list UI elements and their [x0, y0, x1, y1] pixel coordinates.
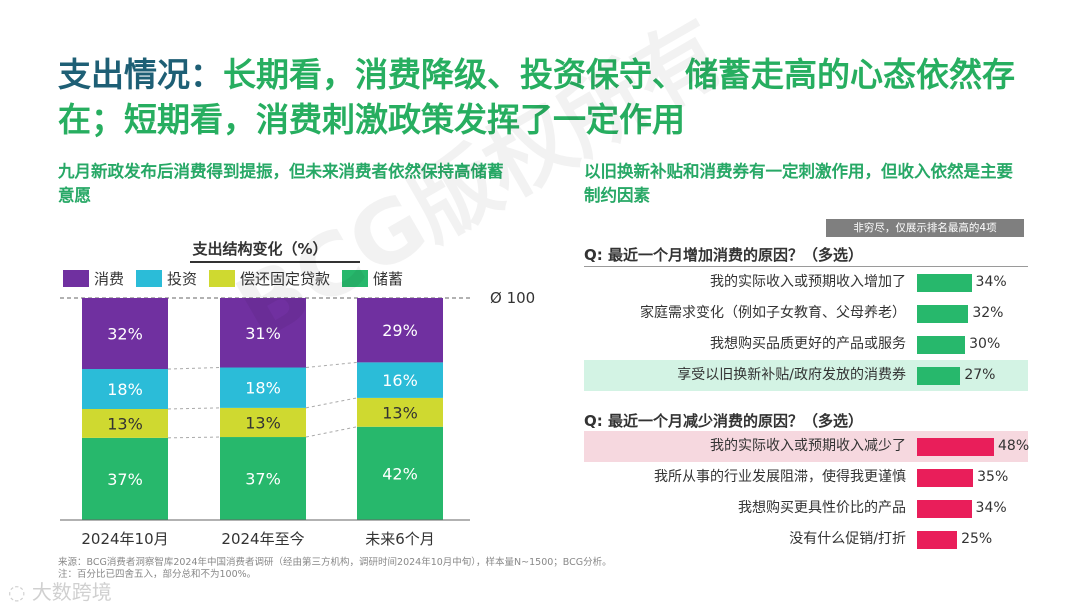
decrease-bar-3: [917, 500, 972, 518]
increase-value-2: 32%: [972, 305, 1004, 321]
decrease-value-1: 48%: [998, 438, 1030, 454]
increase-bar-2: [917, 305, 969, 323]
title-main: 长期看，消费降级、投资保守、储蓄走高的心态依然存在；短期看，消费刺激政策发挥了一…: [58, 55, 1015, 139]
stacked-chart-legend: 消费 投资 偿还固定贷款 储蓄: [63, 268, 415, 289]
increase-reason-label-2: 家庭需求变化（例如子女教育、父母养老）: [640, 305, 906, 321]
segment-label-1-1: 37%: [107, 470, 143, 489]
connector-line: [305, 426, 358, 438]
page-title: 支出情况：长期看，消费降级、投资保守、储蓄走高的心态依然存在；短期看，消费刺激政…: [58, 52, 1048, 142]
legend-label-consumption: 消费: [94, 270, 125, 288]
segment-label-1-4: 32%: [107, 325, 143, 344]
bar-segment-1-2: [82, 409, 168, 438]
corner-logo-text: 大数跨境: [31, 580, 112, 604]
title-prefix: 支出情况：: [58, 55, 223, 94]
bar-segment-1-4: [82, 298, 168, 370]
decrease-row-3: 我想购买更具性价比的产品 34%: [584, 493, 1028, 524]
category-label-1: 2024年10月: [81, 530, 168, 548]
connector-line: [167, 367, 221, 370]
decrease-row-4: 没有什么促销/打折 25%: [584, 524, 1028, 555]
bar-segment-3-3: [357, 362, 443, 398]
legend-swatch-investment: [136, 270, 163, 287]
connector-line: [167, 407, 221, 410]
decrease-bar-4: [917, 531, 958, 549]
corner-logo: ◌ 大数跨境: [8, 580, 112, 604]
connector-line: [305, 397, 358, 409]
segment-label-3-4: 29%: [382, 321, 418, 340]
increase-row-2: 家庭需求变化（例如子女教育、父母养老） 32%: [584, 298, 1028, 329]
legend-swatch-loan: [209, 270, 236, 287]
increase-value-1: 34%: [975, 274, 1007, 290]
decrease-value-2: 35%: [977, 469, 1009, 485]
right-subtitle: 以旧换新补贴和消费券有一定刺激作用，但收入依然是主要制约因素: [584, 162, 1013, 205]
decrease-bar-2: [917, 469, 974, 487]
rounding-footnote: 注：百分比已四舍五入，部分总和不为100%。: [58, 569, 257, 580]
legend-label-investment: 投资: [167, 270, 198, 288]
increase-value-4: 27%: [964, 367, 996, 383]
increase-bar-4: [917, 367, 961, 385]
bar-segment-1-3: [82, 369, 168, 409]
segment-label-2-1: 37%: [245, 470, 281, 489]
decrease-reason-label-4: 没有什么促销/打折: [789, 531, 906, 547]
legend-item-consumption: 消费: [63, 268, 124, 289]
decrease-bar-1: [917, 438, 994, 456]
segment-label-1-3: 18%: [107, 380, 143, 399]
bar-segment-3-2: [357, 397, 443, 427]
chart-title-underline: [190, 261, 360, 263]
bar-segment-1-1: [82, 437, 168, 520]
decrease-reason-label-3: 我想购买更具性价比的产品: [738, 500, 906, 516]
total-label: Ø 100: [490, 289, 535, 307]
segment-label-3-1: 42%: [382, 464, 418, 483]
decrease-row-1: 我的实际收入或预期收入减少了 48%: [584, 431, 1030, 462]
segment-label-3-3: 16%: [382, 371, 418, 390]
legend-item-loan: 偿还固定贷款: [209, 268, 330, 289]
legend-swatch-savings: [342, 270, 369, 287]
increase-question-divider: [584, 266, 1028, 267]
increase-question-title: Q: 最近一个月增加消费的原因？（多选）: [584, 246, 863, 264]
bar-segment-3-1: [357, 426, 443, 520]
legend-label-loan: 偿还固定贷款: [240, 270, 331, 288]
bar-segment-2-1: [220, 437, 306, 520]
legend-item-savings: 储蓄: [342, 268, 403, 289]
decrease-reason-label-2: 我所从事的行业发展阻滞，使得我更谨慎: [654, 469, 906, 485]
segment-label-2-3: 18%: [245, 379, 281, 398]
segment-label-1-2: 13%: [107, 414, 143, 433]
segment-label-2-4: 31%: [245, 324, 281, 343]
source-footnote: 来源：BCG消费者洞察智库2024年中国消费者调研（经由第三方机构，调研时间20…: [58, 557, 612, 568]
legend-label-savings: 储蓄: [373, 270, 404, 288]
increase-value-3: 30%: [969, 336, 1001, 352]
increase-bar-1: [917, 274, 972, 292]
note-badge: 非穷尽，仅展示排名最高的4项: [826, 219, 1024, 237]
decrease-question-title: Q: 最近一个月减少消费的原因？（多选）: [584, 412, 863, 430]
stacked-chart-title: 支出结构变化（%）: [192, 240, 328, 258]
bar-segment-2-2: [220, 407, 306, 438]
bar-segment-2-3: [220, 367, 306, 408]
category-label-2: 2024年至今: [221, 530, 304, 548]
left-subtitle: 九月新政发布后消费得到提振，但未来消费者依然保持高储蓄意愿: [58, 162, 504, 205]
bar-segment-2-4: [220, 298, 306, 368]
legend-swatch-consumption: [63, 270, 89, 287]
decrease-reason-label-1: 我的实际收入或预期收入减少了: [710, 438, 906, 454]
increase-row-4: 享受以旧换新补贴/政府发放的消费券 27%: [584, 360, 1028, 391]
decrease-value-3: 34%: [975, 500, 1007, 516]
increase-reason-label-3: 我想购买品质更好的产品或服务: [710, 336, 906, 352]
increase-row-1: 我的实际收入或预期收入增加了 34%: [584, 267, 1028, 298]
decrease-row-2: 我所从事的行业发展阻滞，使得我更谨慎 35%: [584, 462, 1028, 493]
increase-reason-label-4: 享受以旧换新补贴/政府发放的消费券: [677, 367, 906, 383]
segment-label-2-2: 13%: [245, 413, 281, 432]
connector-line: [305, 361, 358, 369]
increase-bar-3: [917, 336, 966, 354]
legend-item-investment: 投资: [136, 268, 197, 289]
increase-reason-label-1: 我的实际收入或预期收入增加了: [710, 274, 906, 290]
segment-label-3-2: 13%: [382, 403, 418, 422]
bar-segment-3-4: [357, 298, 443, 363]
category-label-3: 未来6个月: [365, 530, 435, 548]
connector-line: [167, 436, 221, 439]
decrease-value-4: 25%: [961, 531, 993, 547]
increase-row-3: 我想购买品质更好的产品或服务 30%: [584, 329, 1028, 360]
